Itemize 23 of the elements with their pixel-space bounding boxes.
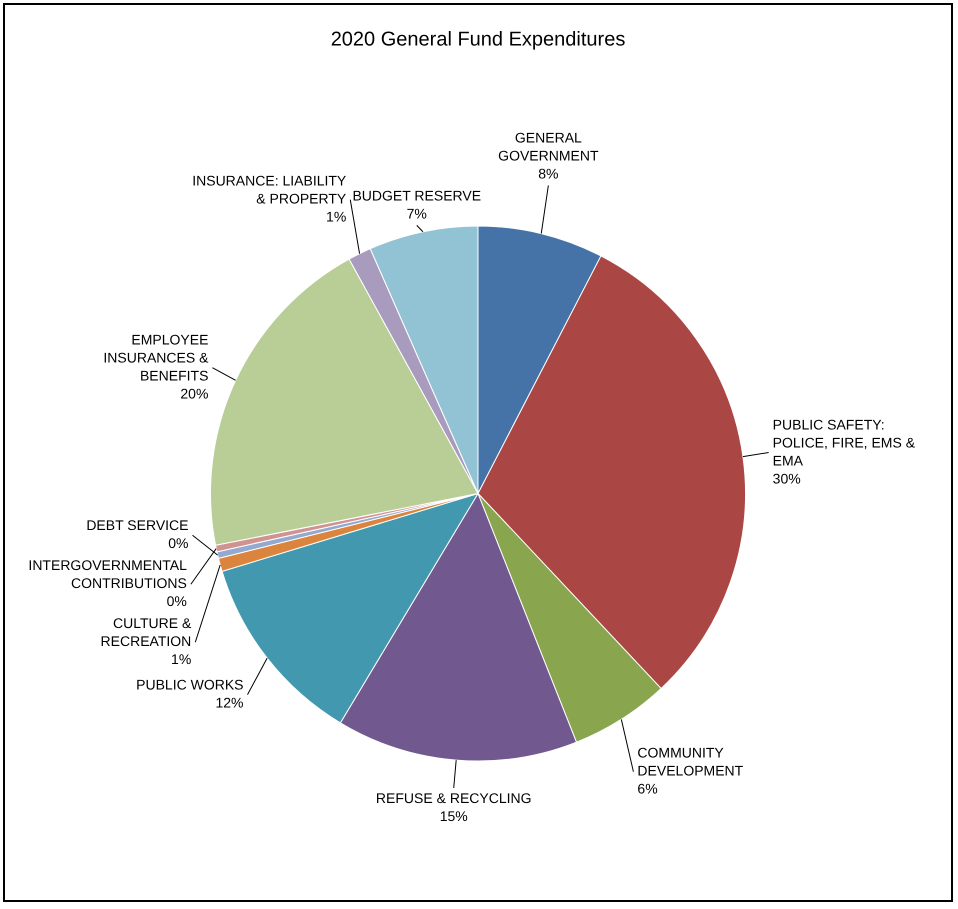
data-label: 12% [215, 694, 244, 710]
slice-label: PUBLIC SAFETY: POLICE, FIRE, EMS & EMA [772, 416, 916, 468]
slice-label: INSURANCE: LIABILITY & PROPERTY [192, 172, 347, 207]
slice-label: CULTURE & RECREATION [100, 615, 192, 650]
data-label: 20% [180, 386, 208, 402]
data-label: 6% [637, 780, 658, 797]
data-label: 0% [168, 535, 189, 552]
data-label: 8% [538, 165, 558, 182]
data-label: 0% [166, 593, 187, 610]
slice-label: INTERGOVERNMENTAL CONTRIBUTIONS [28, 557, 188, 592]
data-label: 15% [440, 808, 468, 824]
slice-label: PUBLIC WORKS [136, 676, 244, 692]
data-label: 1% [171, 651, 192, 668]
slice-label: DEBT SERVICE [86, 517, 189, 534]
slice-label: BUDGET RESERVE [352, 187, 482, 204]
data-label: 1% [326, 208, 346, 225]
slice-label: EMPLOYEE INSURANCES & BENEFITS [103, 332, 210, 384]
slice-label: GENERAL GOVERNMENT [498, 129, 599, 164]
slice-label: COMMUNITY DEVELOPMENT [637, 744, 744, 779]
slice-label: REFUSE & RECYCLING [376, 790, 532, 806]
chart-title: 2020 General Fund Expenditures [330, 28, 626, 51]
data-label: 7% [406, 205, 427, 222]
data-label: 30% [772, 470, 801, 486]
